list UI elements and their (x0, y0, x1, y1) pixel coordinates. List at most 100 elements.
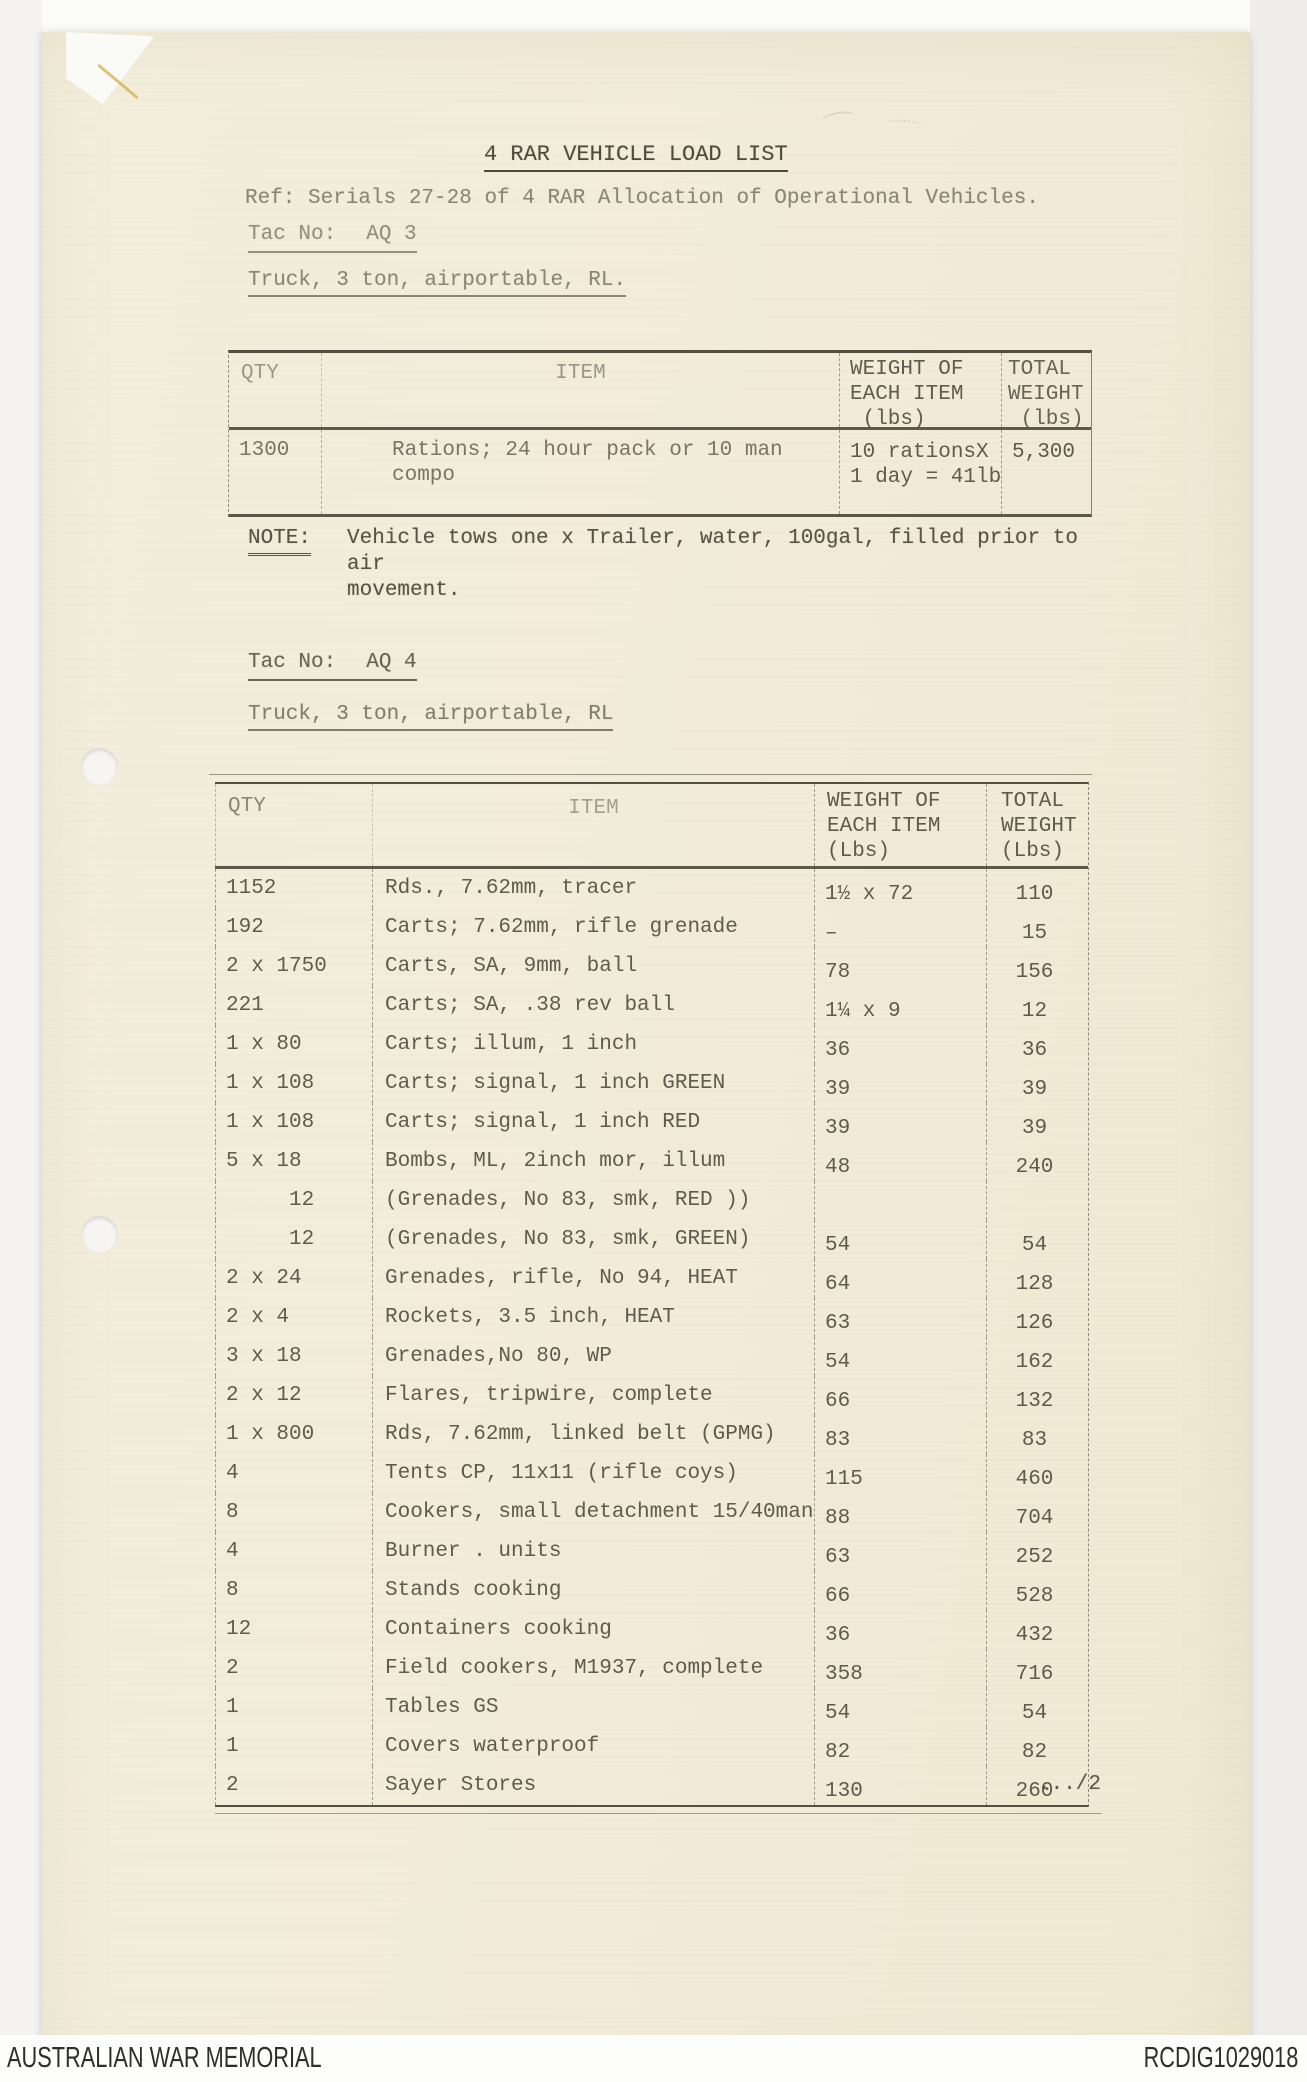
cell-weight: 83 (814, 1415, 986, 1454)
scan-background-top (0, 0, 1307, 32)
continuation-marker: .../2 (1038, 1773, 1102, 1796)
cell-total: 252 (986, 1532, 1088, 1571)
table-row: 221 Carts; SA, .38 rev ball 1¼ x 9 12 (215, 986, 1088, 1025)
cell-total: 156 (986, 947, 1088, 986)
tac-no-label: Tac No: (248, 223, 337, 246)
load-table-2-body: 1152 Rds., 7.62mm, tracer 1½ x 72 110 192 Car… (215, 869, 1088, 1805)
cell-item: Carts; illum, 1 inch (372, 1025, 814, 1064)
reference-line: Ref: Serials 27-28 of 4 RAR Allocation o… (245, 187, 1039, 210)
cell-item: (Grenades, No 83, smk, GREEN) (372, 1220, 814, 1259)
page-title: 4 RAR VEHICLE LOAD LIST (484, 142, 788, 172)
cell-weight: – (814, 908, 986, 947)
table-row: 2 x 24 Grenades, rifle, No 94, HEAT 64 128 (215, 1259, 1088, 1298)
cell-total: 15 (986, 908, 1088, 947)
cell-total: 12 (986, 986, 1088, 1025)
table-row: 12 (Grenades, No 83, smk, RED )) (215, 1181, 1088, 1220)
cell-total (986, 1181, 1088, 1220)
cell-weight: 63 (814, 1298, 986, 1337)
cell-total: 704 (986, 1493, 1088, 1532)
cell-qty: 192 (215, 908, 372, 947)
cell-total: 128 (986, 1259, 1088, 1298)
cell-total: 528 (986, 1571, 1088, 1610)
cell-item: Tents CP, 11x11 (rifle coys) (372, 1454, 814, 1493)
load-table-2-header: QTY ITEM WEIGHT OF EACH ITEM (Lbs) TOTAL… (215, 784, 1088, 869)
header-total: TOTAL WEIGHT (Lbs) (986, 784, 1088, 866)
cell-qty: 2 x 4 (215, 1298, 372, 1337)
cell-qty: 12 (215, 1181, 372, 1220)
cell-item: Carts; 7.62mm, rifle grenade (372, 908, 814, 947)
header-weight: WEIGHT OF EACH ITEM (Lbs) (814, 784, 986, 866)
table-row: 8 Stands cooking 66 528 (215, 1571, 1088, 1610)
cell-weight: 1¼ x 9 (814, 986, 986, 1025)
cell-item: Carts, SA, 9mm, ball (372, 947, 814, 986)
punch-hole-top (81, 748, 118, 785)
cell-qty: 12 (215, 1610, 372, 1649)
table-row: 1 x 80 Carts; illum, 1 inch 36 36 (215, 1025, 1088, 1064)
cell-qty: 2 (215, 1766, 372, 1805)
cell-item: Stands cooking (372, 1571, 814, 1610)
table-row: 1300 Rations; 24 hour pack or 10 man com… (229, 430, 1091, 514)
cell-qty: 1 x 800 (215, 1415, 372, 1454)
cell-item: Rockets, 3.5 inch, HEAT (372, 1298, 814, 1337)
table-row: 192 Carts; 7.62mm, rifle grenade –15 (215, 908, 1088, 947)
cell-weight: 88 (814, 1493, 986, 1532)
cell-qty: 4 (215, 1532, 372, 1571)
cell-item: Cookers, small detachment 15/40man (372, 1493, 814, 1532)
cell-total: 54 (986, 1220, 1088, 1259)
cell-weight: 54 (814, 1220, 986, 1259)
table-row: 8 Cookers, small detachment 15/40man 88 704 (215, 1493, 1088, 1532)
cell-total: 82 (986, 1727, 1088, 1766)
cell-total: 460 (986, 1454, 1088, 1493)
cell-total: 240 (986, 1142, 1088, 1181)
cell-item: Field cookers, M1937, complete (372, 1649, 814, 1688)
tac-no-label: Tac No: (248, 651, 337, 674)
cell-weight: 130 (814, 1766, 986, 1805)
cell-weight: 54 (814, 1337, 986, 1376)
punch-hole-bottom (81, 1216, 118, 1253)
table-row: 3 x 18 Grenades,No 80, WP 54 162 (215, 1337, 1088, 1376)
cell-weight: 1½ x 72 (814, 869, 986, 908)
cell-total: 162 (986, 1337, 1088, 1376)
table-row: 1 Tables GS 54 54 (215, 1688, 1088, 1727)
cell-total: 716 (986, 1649, 1088, 1688)
cell-total: 39 (986, 1064, 1088, 1103)
paper-texture (42, 32, 1250, 2082)
cell-item: Burner . units (372, 1532, 814, 1571)
scan-background-right (1250, 0, 1307, 2082)
cell-weight: 10 rationsX 1 day = 41lbs (839, 430, 1001, 514)
load-table-1-header: QTY ITEM WEIGHT OF EACH ITEM (lbs) TOTAL… (229, 353, 1091, 430)
table-row: 5 x 18 Bombs, ML, 2inch mor, illum 48 240 (215, 1142, 1088, 1181)
table-row: 2 x 4 Rockets, 3.5 inch, HEAT 63 126 (215, 1298, 1088, 1337)
table-row: 2 x 12 Flares, tripwire, complete 66 132 (215, 1376, 1088, 1415)
tac-number-1: Tac No: AQ 3 (248, 222, 417, 253)
vehicle-heading-1: Truck, 3 ton, airportable, RL. (248, 268, 627, 297)
cell-total: 36 (986, 1025, 1088, 1064)
cell-weight: 66 (814, 1571, 986, 1610)
tac-no-value: AQ 3 (366, 223, 417, 246)
vehicle-heading-2-text: Truck, 3 ton, airportable, RL (248, 703, 614, 731)
paper-sheet (42, 32, 1250, 2082)
header-total: TOTAL WEIGHT (lbs) (1001, 353, 1091, 427)
cell-item: Covers waterproof (372, 1727, 814, 1766)
archive-name: AUSTRALIAN WAR MEMORIAL (7, 2042, 322, 2074)
page-title-text: 4 RAR VEHICLE LOAD LIST (484, 142, 788, 172)
cell-item: Rds, 7.62mm, linked belt (GPMG) (372, 1415, 814, 1454)
cell-weight: 36 (814, 1025, 986, 1064)
cell-item: Containers cooking (372, 1610, 814, 1649)
cell-qty: 221 (215, 986, 372, 1025)
cell-total: 132 (986, 1376, 1088, 1415)
cell-total: 83 (986, 1415, 1088, 1454)
cell-item: Carts; SA, .38 rev ball (372, 986, 814, 1025)
tac-number-2: Tac No: AQ 4 (248, 650, 417, 681)
cell-item: Bombs, ML, 2inch mor, illum (372, 1142, 814, 1181)
archive-footer: AUSTRALIAN WAR MEMORIAL RCDIG1029018 (0, 2035, 1307, 2082)
cell-qty: 1152 (215, 869, 372, 908)
tac-number-2-underlined: Tac No: AQ 4 (248, 650, 417, 681)
cell-qty: 8 (215, 1571, 372, 1610)
cell-qty: 2 x 12 (215, 1376, 372, 1415)
header-item: ITEM (372, 784, 814, 866)
header-weight: WEIGHT OF EACH ITEM (lbs) (839, 353, 1001, 427)
header-qty: QTY (241, 362, 279, 385)
cell-qty: 2 (215, 1649, 372, 1688)
load-table-1: QTY ITEM WEIGHT OF EACH ITEM (lbs) TOTAL… (228, 350, 1092, 517)
